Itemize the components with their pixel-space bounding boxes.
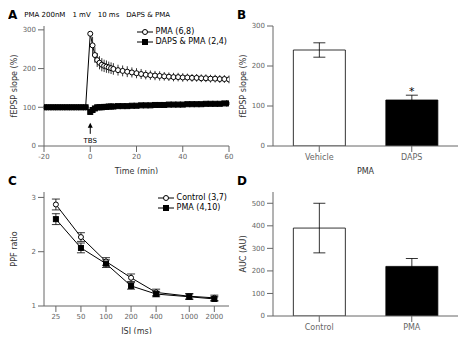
html-text:DAPS & PMA (2,4): DAPS & PMA (2,4) — [155, 37, 227, 46]
svg-text:TBS: TBS — [83, 137, 98, 145]
svg-text:-20: -20 — [38, 153, 49, 161]
svg-text:400: 400 — [149, 313, 162, 321]
html-text:Control (3,7): Control (3,7) — [176, 193, 227, 202]
html-text:PMA (4,10): PMA (4,10) — [176, 203, 221, 212]
svg-text:300: 300 — [252, 22, 265, 30]
svg-text:0: 0 — [261, 312, 265, 320]
html-text:PMA 200nM: PMA 200nM — [24, 11, 66, 19]
svg-text:100: 100 — [99, 313, 112, 321]
svg-text:0: 0 — [261, 142, 265, 150]
html-text:A: A — [8, 8, 18, 22]
svg-text:200: 200 — [23, 65, 36, 73]
svg-text:0: 0 — [32, 142, 36, 150]
svg-text:ISI (ms): ISI (ms) — [121, 327, 152, 334]
html-text:D: D — [237, 174, 247, 188]
svg-text:DAPS: DAPS — [401, 153, 422, 162]
svg-text:300: 300 — [252, 245, 265, 253]
svg-text:0: 0 — [88, 153, 92, 161]
svg-text:2: 2 — [32, 248, 36, 256]
html-text:B: B — [237, 8, 247, 22]
svg-text:100: 100 — [252, 102, 265, 110]
svg-text:2000: 2000 — [205, 313, 223, 321]
svg-text:Time (min): Time (min) — [114, 167, 158, 174]
svg-text:40: 40 — [178, 153, 187, 161]
svg-text:AUC (AU): AUC (AU) — [239, 235, 248, 272]
svg-text:25: 25 — [51, 313, 60, 321]
svg-text:200: 200 — [124, 313, 137, 321]
svg-text:PPF ratio: PPF ratio — [10, 231, 19, 266]
html-text:C: C — [8, 174, 17, 188]
html-text:PMA (6,8): PMA (6,8) — [155, 27, 195, 36]
svg-text:fEPSP slope (%): fEPSP slope (%) — [239, 55, 248, 118]
svg-text:50: 50 — [76, 313, 85, 321]
svg-text:20: 20 — [132, 153, 141, 161]
svg-text:3: 3 — [32, 194, 36, 202]
svg-text:100: 100 — [252, 290, 265, 298]
svg-text:400: 400 — [252, 222, 265, 230]
html-text:10 ms: 10 ms — [97, 11, 120, 19]
svg-text:300: 300 — [23, 26, 36, 34]
svg-text:1: 1 — [32, 302, 36, 310]
svg-text:100: 100 — [23, 104, 36, 112]
svg-text:500: 500 — [252, 200, 265, 208]
svg-text:200: 200 — [252, 267, 265, 275]
svg-text:PMA: PMA — [357, 167, 375, 174]
svg-text:Vehicle: Vehicle — [305, 153, 334, 162]
svg-text:PMA: PMA — [403, 323, 421, 332]
svg-text:200: 200 — [252, 62, 265, 70]
svg-text:60: 60 — [225, 153, 234, 161]
svg-text:fEPSP slope (%): fEPSP slope (%) — [10, 55, 19, 118]
html-text:1 mV: 1 mV — [72, 11, 91, 19]
svg-text:Control: Control — [305, 323, 334, 332]
svg-text:*: * — [409, 85, 415, 98]
svg-text:1000: 1000 — [180, 313, 198, 321]
html-text:DAPS & PMA: DAPS & PMA — [126, 11, 170, 19]
